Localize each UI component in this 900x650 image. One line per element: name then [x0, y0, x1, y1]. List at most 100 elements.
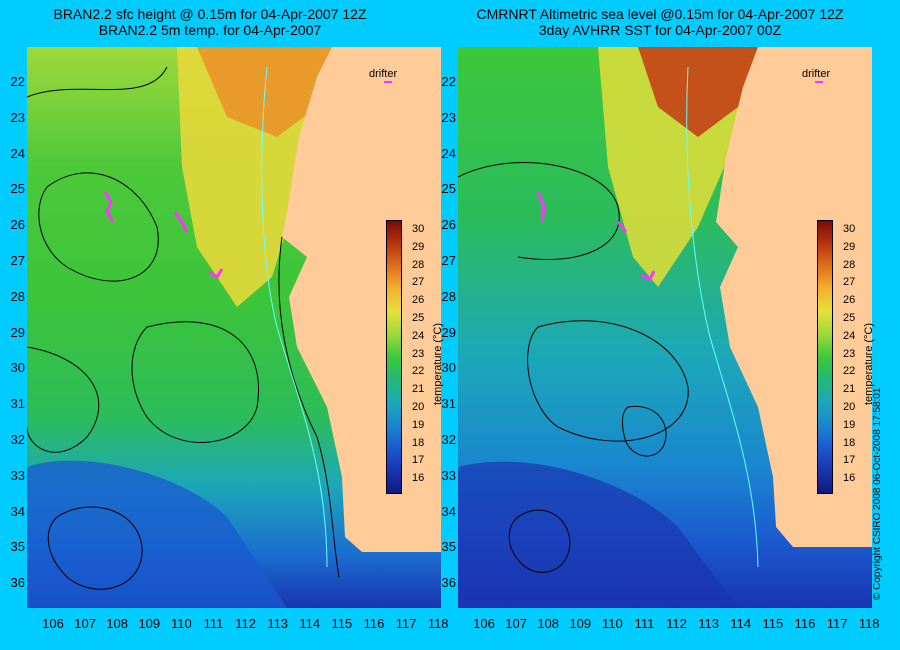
lat-label: 29	[10, 324, 25, 340]
colorbar-tick-label: 26	[843, 294, 856, 307]
right-title-line2: 3day AVHRR SST for 04-Apr-2007 00Z	[538, 22, 782, 38]
left-map-svg	[27, 47, 441, 608]
colorbar-tick-label: 25	[843, 312, 856, 324]
right-warm-core	[638, 47, 758, 137]
lon-label: 106	[473, 616, 495, 631]
lon-label: 117	[395, 616, 417, 631]
colorbar-tick-label: 29	[843, 240, 856, 253]
left-coastline-contour	[278, 236, 340, 578]
left-cool-blob	[27, 460, 287, 608]
lon-label: 118	[858, 616, 880, 631]
lon-label: 115	[331, 616, 353, 631]
colorbar-tick-label: 16	[843, 472, 856, 485]
lat-label: 25	[10, 181, 25, 197]
right-drifter-label: drifter	[802, 68, 831, 80]
left-title-line2: BRAN2.2 5m temp. for 04-Apr-2007	[98, 22, 322, 38]
colorbar-tick-label: 27	[843, 276, 856, 289]
colorbar-tick-label: 22	[412, 365, 425, 378]
colorbar-gradient	[817, 220, 833, 494]
colorbar-tick-label: 17	[843, 454, 856, 467]
colorbar-title: temperature (°C)	[432, 322, 444, 405]
colorbar-tick-label: 28	[843, 258, 856, 271]
lat-label: 23	[441, 109, 456, 125]
colorbar-gradient	[386, 220, 402, 494]
lat-label: 33	[10, 467, 25, 483]
lat-label: 26	[441, 217, 456, 233]
lon-label: 108	[106, 616, 129, 631]
lat-label: 26	[10, 217, 25, 233]
lon-label: 111	[203, 616, 224, 631]
lat-label: 35	[10, 539, 25, 555]
lon-label: 114	[730, 616, 752, 631]
lon-label: 112	[235, 616, 256, 631]
lon-label: 108	[537, 616, 560, 631]
lon-label: 106	[42, 616, 64, 631]
lon-label: 116	[363, 616, 385, 631]
colorbar-tick-label: 19	[843, 418, 856, 431]
lat-label: 29	[441, 324, 456, 340]
lat-label: 36	[10, 575, 25, 591]
right-title-line1: CMRNRT Altimetric sea level @0.15m for 0…	[476, 6, 844, 22]
colorbar-tick-label: 30	[843, 223, 856, 235]
lon-label: 107	[74, 616, 96, 631]
colorbar-tick-label: 22	[843, 365, 856, 378]
right-map-panel	[458, 47, 872, 608]
lon-label: 110	[171, 616, 192, 631]
left-contour-1	[38, 172, 159, 282]
colorbar-tick-label: 21	[843, 383, 856, 396]
left-drifter-track-3	[208, 268, 224, 280]
lon-label: 115	[762, 616, 784, 631]
right-title: CMRNRT Altimetric sea level @0.15m for 0…	[450, 6, 870, 38]
left-contour-5	[27, 346, 100, 453]
lon-label: 112	[666, 616, 687, 631]
lon-label: 113	[267, 616, 289, 631]
colorbar-tick-label: 28	[412, 258, 425, 271]
lat-label: 27	[441, 253, 456, 268]
colorbar-tick-label: 18	[843, 436, 856, 449]
colorbar-tick-label: 16	[412, 472, 425, 485]
lat-label: 36	[441, 575, 456, 591]
left-colorbar: 30 29 28 27 26 25 24 23 22 21 20 19 18 17 16 temperatur…	[386, 220, 446, 494]
lat-label: 31	[10, 396, 25, 412]
colorbar-tick-label: 30	[412, 223, 425, 235]
colorbar-tick-label: 17	[412, 454, 425, 467]
colorbar-tick-label: 24	[843, 329, 856, 342]
lon-label: 109	[569, 616, 592, 631]
lat-label: 27	[10, 253, 25, 268]
left-warm-core	[197, 47, 347, 137]
left-drifter-track-1	[103, 191, 115, 223]
lat-label: 23	[10, 109, 25, 125]
right-cyan-isobath	[686, 66, 759, 568]
colorbar-tick-label: 29	[412, 240, 425, 253]
lat-label: 33	[441, 467, 456, 483]
colorbar-tick-label: 25	[412, 312, 425, 324]
colorbar-tick-label: 24	[412, 329, 425, 342]
lat-label: 22	[10, 74, 25, 89]
left-contour-2	[131, 321, 259, 443]
lat-label: 34	[10, 503, 25, 519]
lat-label: 24	[10, 145, 25, 161]
lat-label: 32	[441, 432, 456, 447]
right-drifter-track-1	[536, 191, 546, 223]
left-title: BRAN2.2 sfc height @ 0.15m for 04-Apr-20…	[0, 6, 420, 38]
colorbar-tick-label: 18	[412, 436, 425, 449]
copyright-text: © Copyright CSIRO 2008 06-Oct-2008 17:58…	[872, 387, 883, 601]
right-drifter-track-2	[616, 221, 628, 233]
lat-label: 31	[441, 396, 456, 412]
lat-label: 32	[10, 432, 25, 447]
right-cool-blob	[458, 461, 738, 608]
right-contour-4	[622, 405, 667, 457]
colorbar-tick-label: 19	[412, 418, 425, 431]
lon-label: 110	[602, 616, 623, 631]
lon-label: 117	[826, 616, 848, 631]
lat-label: 35	[441, 539, 456, 555]
colorbar-tick-label: 20	[843, 401, 856, 413]
lon-label: 113	[698, 616, 720, 631]
colorbar-tick-label: 23	[412, 347, 425, 360]
lon-label: 116	[794, 616, 816, 631]
lat-label: 24	[441, 145, 456, 161]
colorbar-tick-label: 26	[412, 294, 425, 307]
left-drifter-label: drifter	[369, 68, 398, 80]
lat-label: 30	[441, 360, 456, 376]
lon-label: 114	[299, 616, 321, 631]
